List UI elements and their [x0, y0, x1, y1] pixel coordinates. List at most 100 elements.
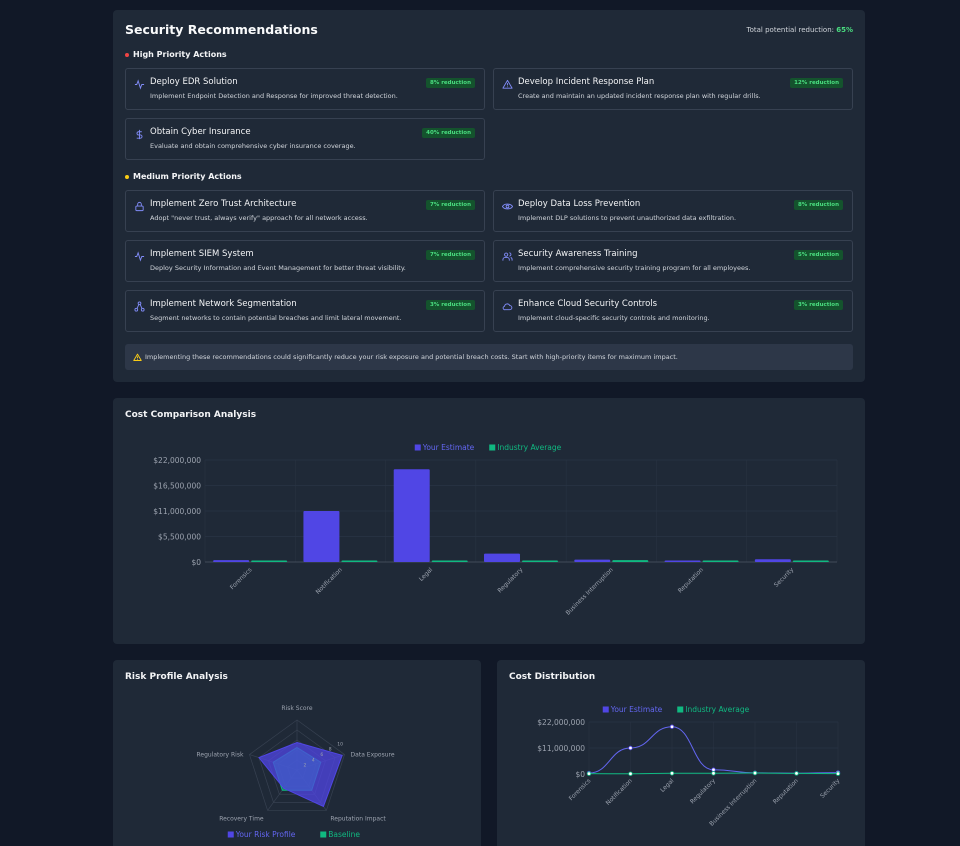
recommendation-card[interactable]: Implement Zero Trust Architecture Adopt "…	[125, 190, 485, 232]
bar-x-tick-label: Legal	[418, 566, 435, 583]
line-x-tick-label: Notification	[605, 777, 634, 806]
recommendation-description: Implement cloud-specific security contro…	[518, 314, 710, 322]
risk-profile-panel: Risk Profile Analysis 2 4 6 8 10 Risk Score Da…	[113, 660, 481, 846]
cost-distribution-title: Cost Distribution	[509, 672, 596, 682]
bar-y-tick-label: $22,000,000	[153, 456, 201, 465]
radar-legend-label: Baseline	[328, 830, 360, 839]
recommendation-tip-text: Implementing these recommendations could…	[145, 353, 678, 361]
security-recommendations-title: Security Recommendations	[125, 22, 318, 37]
bar-x-tick-label: Forensics	[229, 566, 254, 591]
line-y-tick-label: $22,000,000	[537, 718, 585, 727]
cost-comparison-panel: Cost Comparison Analysis Your Estimate In…	[113, 398, 865, 644]
recommendation-title: Implement SIEM System	[150, 249, 254, 259]
users-icon	[502, 252, 513, 261]
medium-priority-title: Medium Priority Actions	[133, 172, 242, 181]
security-recommendations-panel: Security Recommendations Total potential…	[113, 10, 865, 382]
recommendation-title: Security Awareness Training	[518, 249, 638, 259]
radar-scale-label: 6	[320, 752, 323, 758]
bar-legend-label: Your Estimate	[422, 443, 475, 452]
line-point-industry-average	[669, 771, 675, 776]
bar-legend-swatch	[414, 444, 421, 451]
recommendation-card[interactable]: Implement Network Segmentation Segment ne…	[125, 290, 485, 332]
recommendation-card[interactable]: Implement SIEM System Deploy Security Inf…	[125, 240, 485, 282]
high-priority-heading: High Priority Actions	[125, 50, 227, 59]
recommendation-card[interactable]: Deploy Data Loss Prevention Implement DLP…	[493, 190, 853, 232]
recommendation-description: Deploy Security Information and Event Ma…	[150, 264, 406, 272]
recommendation-title: Enhance Cloud Security Controls	[518, 299, 658, 309]
recommendation-card[interactable]: Deploy EDR Solution Implement Endpoint De…	[125, 68, 485, 110]
bar-x-tick-label: Notification	[315, 566, 344, 595]
medium-priority-dot	[125, 174, 129, 179]
bar-your-estimate	[664, 560, 701, 562]
bar-x-tick-label: Reputation	[677, 566, 705, 594]
radar-legend-label: Your Risk Profile	[235, 830, 296, 839]
line-x-tick-label: Legal	[659, 777, 676, 794]
recommendation-title: Implement Zero Trust Architecture	[150, 199, 297, 209]
total-reduction-label: Total potential reduction:	[746, 26, 834, 34]
reduction-badge: 40% reduction	[422, 128, 475, 138]
cost-distribution-chart: Your Estimate Industry Average $0 $11,000,0…	[537, 705, 842, 828]
recommendation-description: Create and maintain an updated incident …	[518, 92, 761, 100]
bar-industry-average	[251, 560, 288, 562]
recommendation-card[interactable]: Enhance Cloud Security Controls Implement…	[493, 290, 853, 332]
bar-industry-average	[792, 560, 829, 562]
radar-legend-swatch	[227, 831, 234, 838]
high-priority-dot	[125, 52, 129, 57]
line-legend-swatch	[602, 706, 609, 713]
recommendation-card[interactable]: Security Awareness Training Implement com…	[493, 240, 853, 282]
cost-comparison-chart: Your Estimate Industry Average $0 $5,500,00…	[153, 443, 838, 617]
line-x-tick-label: Forensics	[568, 777, 593, 802]
bar-industry-average	[341, 560, 378, 562]
recommendation-title: Obtain Cyber Insurance	[150, 127, 251, 137]
bar-your-estimate	[213, 560, 250, 562]
bar-your-estimate	[393, 469, 430, 562]
line-point-your-estimate	[628, 745, 633, 751]
radar-grid-ring	[249, 719, 345, 811]
radar-axis-label: Data Exposure	[351, 752, 395, 759]
line-point-industry-average	[711, 771, 716, 776]
line-x-tick-label: Business Interruption	[708, 777, 758, 827]
recommendation-card[interactable]: Develop Incident Response Plan Create and…	[493, 68, 853, 110]
radar-scale-label: 10	[337, 741, 343, 747]
bar-x-tick-label: Business Interruption	[565, 566, 615, 616]
radar-scale-label: 2	[303, 763, 306, 769]
warning-icon	[133, 353, 142, 361]
recommendation-description: Evaluate and obtain comprehensive cyber …	[150, 142, 356, 150]
bar-y-tick-label: $5,500,000	[158, 533, 201, 542]
recommendation-title: Develop Incident Response Plan	[518, 77, 655, 87]
bar-legend-label: Industry Average	[497, 443, 561, 452]
activity-icon	[134, 251, 145, 262]
lock-icon	[135, 201, 144, 212]
line-legend-label: Your Estimate	[610, 705, 663, 714]
line-legend-label: Industry Average	[685, 705, 749, 714]
recommendation-description: Implement comprehensive security trainin…	[518, 264, 751, 272]
cost-comparison-title: Cost Comparison Analysis	[125, 410, 257, 420]
bar-industry-average	[431, 560, 468, 562]
recommendation-description: Segment networks to contain potential br…	[150, 314, 402, 322]
reduction-badge: 8% reduction	[793, 200, 843, 210]
line-point-industry-average	[586, 771, 592, 776]
network-icon	[134, 301, 145, 312]
reduction-badge: 8% reduction	[425, 78, 475, 88]
recommendation-title: Deploy EDR Solution	[150, 77, 238, 87]
line-x-tick-label: Reputation	[772, 777, 800, 805]
line-y-tick-label: $0	[575, 770, 585, 779]
cloud-icon	[502, 303, 513, 311]
radar-legend-swatch	[320, 831, 327, 838]
radar-axis-label: Reputation Impact	[330, 815, 386, 822]
recommendation-title: Implement Network Segmentation	[150, 299, 297, 309]
medium-priority-heading: Medium Priority Actions	[125, 172, 242, 181]
line-x-tick-label: Security	[819, 777, 842, 800]
reduction-badge: 12% reduction	[790, 78, 843, 88]
bar-y-tick-label: $11,000,000	[153, 507, 201, 516]
recommendation-description: Implement Endpoint Detection and Respons…	[150, 92, 398, 100]
recommendation-tip: Implementing these recommendations could…	[125, 344, 853, 370]
recommendation-card[interactable]: Obtain Cyber Insurance Evaluate and obtai…	[125, 118, 485, 160]
radar-scale-label: 8	[329, 747, 332, 753]
recommendation-description: Implement DLP solutions to prevent unaut…	[518, 214, 737, 222]
recommendation-title: Deploy Data Loss Prevention	[518, 199, 641, 209]
dollar-icon	[136, 129, 143, 140]
bar-your-estimate	[574, 559, 611, 562]
bar-x-tick-label: Regulatory	[496, 566, 524, 594]
